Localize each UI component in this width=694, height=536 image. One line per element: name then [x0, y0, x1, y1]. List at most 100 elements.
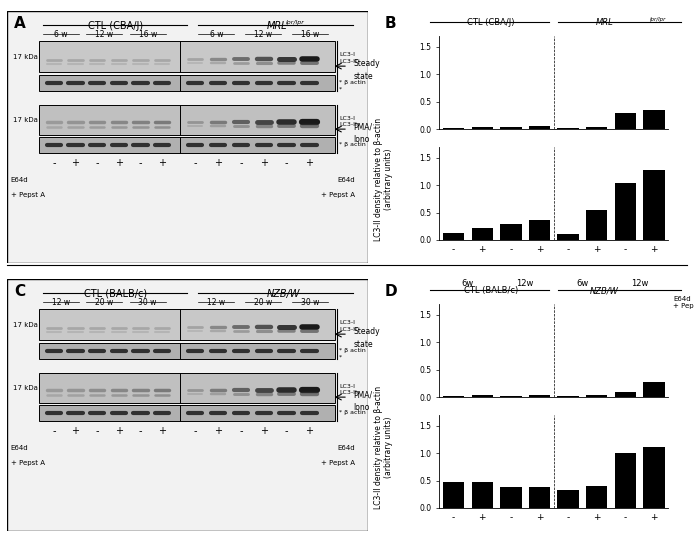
- Text: *: *: [339, 86, 342, 91]
- Bar: [557, 234, 579, 240]
- FancyBboxPatch shape: [40, 137, 335, 153]
- Text: Iono: Iono: [353, 135, 370, 144]
- Text: * β actin: * β actin: [339, 143, 366, 147]
- Text: +: +: [71, 158, 80, 168]
- FancyBboxPatch shape: [7, 11, 368, 263]
- Bar: [500, 396, 522, 397]
- Text: 16 w: 16 w: [139, 29, 157, 39]
- Text: -: -: [139, 426, 142, 436]
- Text: 17 kDa: 17 kDa: [12, 54, 37, 61]
- Text: LC3-II: LC3-II: [339, 59, 357, 64]
- Bar: [471, 228, 493, 240]
- Text: * β actin: * β actin: [339, 80, 366, 85]
- Bar: [586, 127, 607, 129]
- Text: state: state: [353, 72, 373, 81]
- Text: + Pepst A: + Pepst A: [321, 192, 355, 198]
- Bar: [643, 170, 665, 240]
- FancyBboxPatch shape: [40, 309, 335, 340]
- Text: -: -: [194, 426, 197, 436]
- Text: + Pepst A: + Pepst A: [10, 460, 44, 466]
- Text: E64d: E64d: [10, 176, 28, 182]
- Text: CTL (CBA/J): CTL (CBA/J): [87, 21, 143, 31]
- Bar: [586, 210, 607, 240]
- Bar: [615, 183, 636, 240]
- Text: LC3-I: LC3-I: [339, 384, 355, 389]
- Text: E64d
+ Pepst A: E64d + Pepst A: [673, 296, 694, 309]
- Text: LC3-II: LC3-II: [339, 122, 357, 127]
- Text: E64d: E64d: [10, 444, 28, 450]
- Bar: [643, 110, 665, 129]
- Text: CTL (BALB/c): CTL (BALB/c): [464, 286, 518, 295]
- Text: 30 w: 30 w: [301, 297, 319, 307]
- Bar: [500, 224, 522, 240]
- Text: 6 w: 6 w: [54, 29, 68, 39]
- Text: MRL: MRL: [266, 21, 287, 31]
- Text: *: *: [339, 354, 342, 359]
- Text: +: +: [260, 426, 268, 436]
- Bar: [529, 126, 550, 129]
- Text: * β actin: * β actin: [339, 411, 366, 415]
- Bar: [471, 482, 493, 508]
- Bar: [615, 113, 636, 129]
- Text: +: +: [115, 158, 123, 168]
- Text: +: +: [305, 426, 314, 436]
- Text: LC3-II: LC3-II: [339, 390, 357, 395]
- Text: state: state: [353, 340, 373, 349]
- Bar: [529, 396, 550, 397]
- FancyBboxPatch shape: [40, 75, 335, 91]
- Text: A: A: [14, 16, 26, 31]
- Text: 12w: 12w: [631, 279, 648, 288]
- Bar: [443, 482, 464, 508]
- Text: 6 w: 6 w: [210, 29, 223, 39]
- Text: 16 w: 16 w: [301, 29, 319, 39]
- Text: +: +: [158, 158, 166, 168]
- Text: B: B: [384, 16, 396, 31]
- Text: 17 kDa: 17 kDa: [12, 385, 37, 391]
- Text: E64d: E64d: [337, 444, 355, 450]
- Bar: [643, 382, 665, 397]
- Text: +: +: [214, 426, 222, 436]
- Text: LC3-II density relative to β-actin
(arbitrary units): LC3-II density relative to β-actin (arbi…: [374, 386, 393, 509]
- Text: -: -: [95, 426, 99, 436]
- FancyBboxPatch shape: [7, 279, 368, 531]
- Text: 12w: 12w: [516, 279, 534, 288]
- Bar: [643, 446, 665, 508]
- FancyBboxPatch shape: [40, 373, 335, 404]
- Bar: [443, 233, 464, 240]
- Text: +: +: [115, 426, 123, 436]
- Text: 12 w: 12 w: [208, 297, 226, 307]
- Bar: [471, 127, 493, 129]
- Bar: [557, 490, 579, 508]
- FancyBboxPatch shape: [40, 405, 335, 421]
- Text: +: +: [71, 426, 80, 436]
- Bar: [500, 128, 522, 129]
- Text: 6w: 6w: [462, 279, 474, 288]
- Bar: [529, 220, 550, 240]
- Text: +: +: [214, 158, 222, 168]
- Bar: [557, 396, 579, 397]
- Text: + Pepst A: + Pepst A: [321, 460, 355, 466]
- Text: 20 w: 20 w: [254, 297, 272, 307]
- FancyBboxPatch shape: [40, 41, 335, 72]
- Text: * β actin: * β actin: [339, 348, 366, 353]
- Text: +: +: [260, 158, 268, 168]
- Text: CTL (BALB/c): CTL (BALB/c): [84, 289, 146, 299]
- Bar: [443, 128, 464, 129]
- Text: -: -: [95, 158, 99, 168]
- Text: LC3-I: LC3-I: [339, 321, 355, 325]
- Text: +: +: [158, 426, 166, 436]
- Text: -: -: [239, 158, 243, 168]
- Bar: [615, 392, 636, 397]
- Text: 12 w: 12 w: [52, 297, 70, 307]
- Text: 12 w: 12 w: [95, 29, 113, 39]
- Text: NZB/W: NZB/W: [266, 289, 301, 299]
- Bar: [615, 453, 636, 508]
- FancyBboxPatch shape: [40, 343, 335, 359]
- Bar: [586, 486, 607, 508]
- Text: C: C: [14, 284, 25, 299]
- Text: LC3-II density relative to β-actin
(arbitrary units): LC3-II density relative to β-actin (arbi…: [374, 118, 393, 241]
- Text: -: -: [52, 426, 56, 436]
- Text: 17 kDa: 17 kDa: [12, 117, 37, 123]
- Bar: [443, 396, 464, 397]
- Text: Steady: Steady: [353, 327, 380, 336]
